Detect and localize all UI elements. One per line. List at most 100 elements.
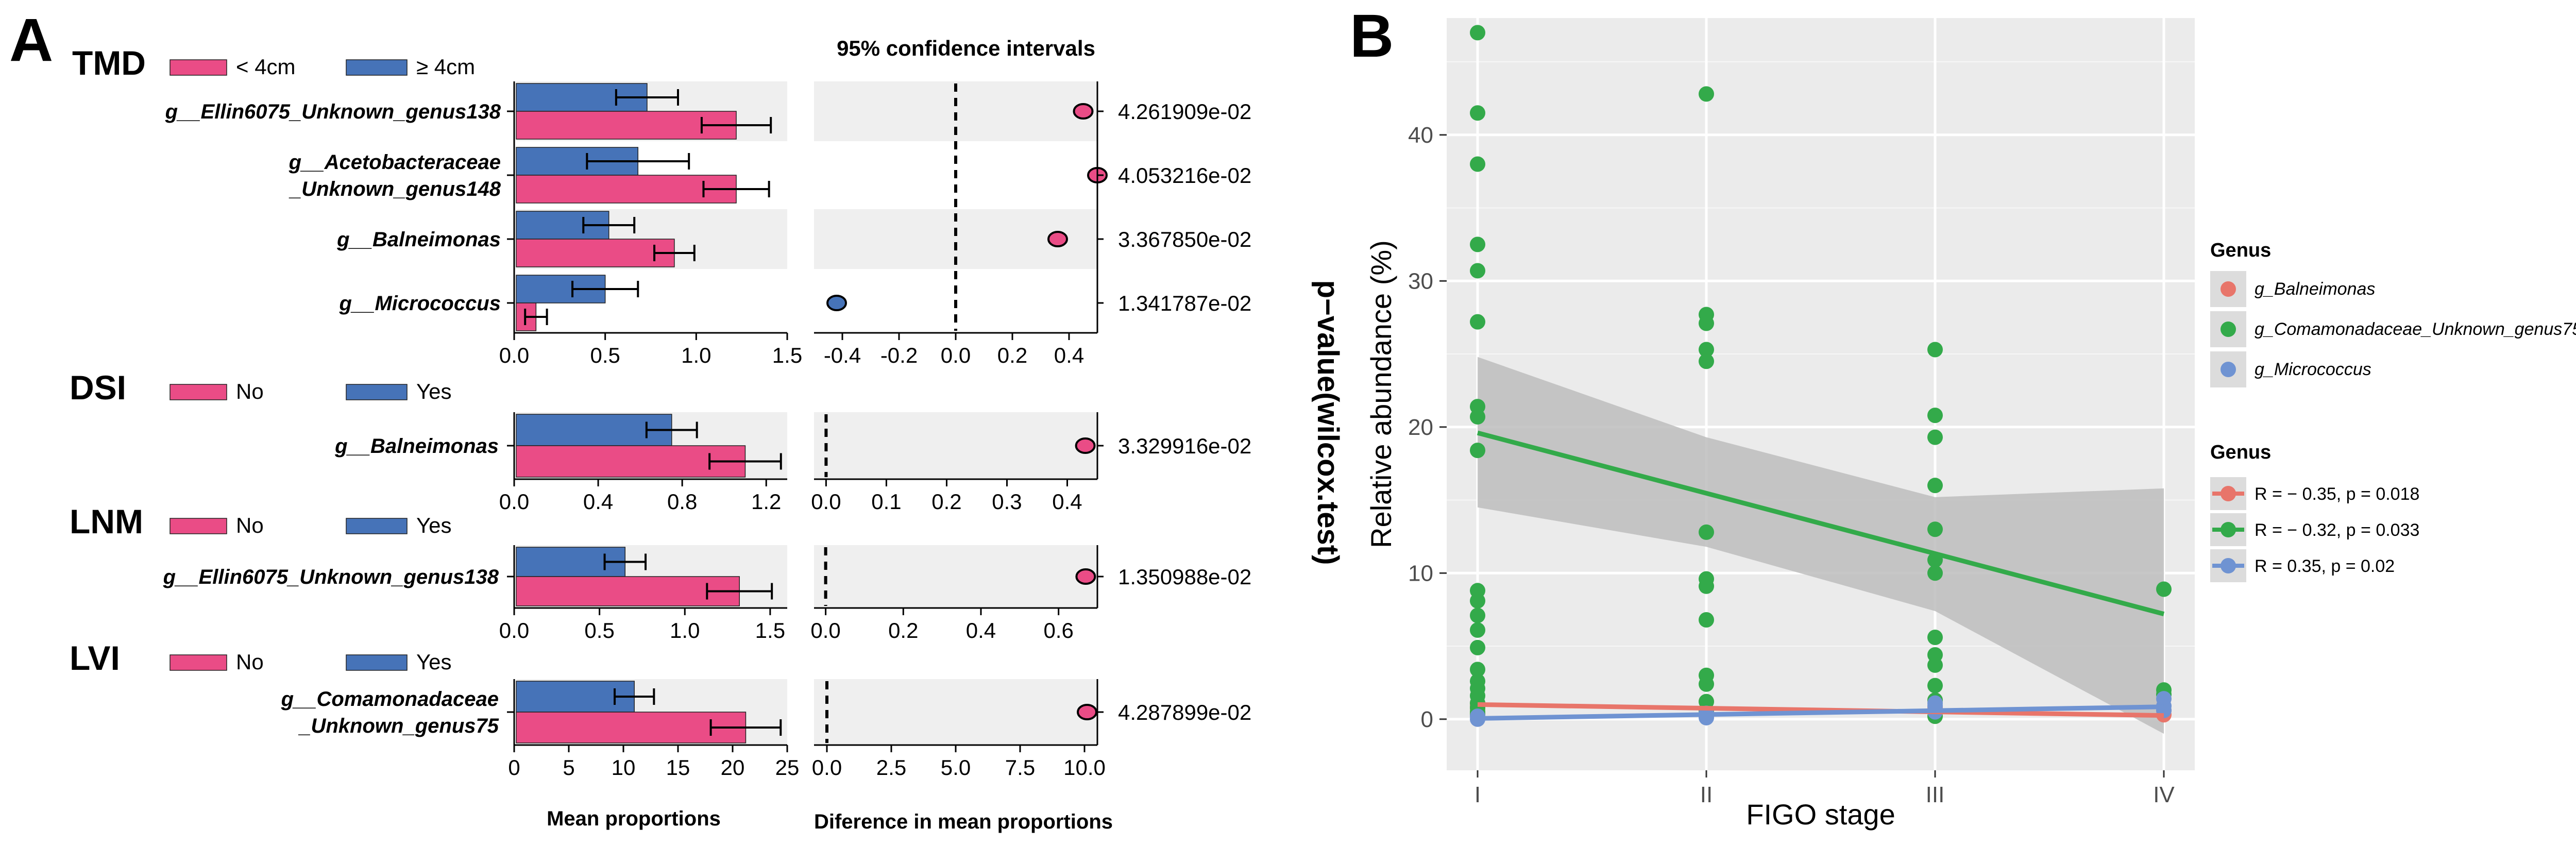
legend-label: ≥ 4cm: [416, 55, 475, 79]
x-tick-label: 10: [612, 755, 636, 780]
bar-pink: [516, 576, 740, 606]
x-tick-label: 1.5: [755, 618, 785, 643]
category-label: g__Ellin6075_Unknown_genus138: [165, 100, 501, 123]
x-tick-label: 0.0: [499, 343, 529, 367]
legend-key-point: [2221, 281, 2236, 297]
x-tick-label: III: [1926, 782, 1945, 807]
regression-line: [1477, 430, 2165, 617]
pvalue-label: 4.287899e-02: [1118, 700, 1251, 724]
legend-label: No: [236, 513, 264, 537]
category-label: g__Ellin6075_Unknown_genus138: [163, 566, 499, 588]
ci-x-tick-label: 0.0: [810, 618, 840, 643]
x-tick-label: 0.0: [499, 618, 529, 643]
category-label: g__Acetobacteraceae _Unknown_genus148: [289, 151, 501, 200]
legend-label: Yes: [416, 379, 452, 403]
ci-point: [826, 295, 847, 311]
ci-x-tick-label: 0.0: [812, 755, 842, 780]
data-point: [1927, 657, 1943, 673]
group-title: LNM: [70, 502, 143, 540]
legend-swatch-blue: [346, 518, 408, 534]
legend-label: No: [236, 379, 264, 403]
data-point: [1470, 622, 1485, 638]
x-tick-label: 0.0: [499, 489, 529, 514]
data-point: [1470, 25, 1485, 41]
pvalue-label: 4.053216e-02: [1118, 163, 1251, 188]
ci-title: 95% confidence intervals: [837, 36, 1095, 60]
data-point: [1470, 409, 1485, 425]
group-title: LVI: [70, 639, 120, 677]
ci-x-tick-label: 5.0: [941, 755, 971, 780]
data-point: [2156, 691, 2172, 707]
x-tick-label: 20: [721, 755, 745, 780]
legend-title-1: Genus: [2210, 240, 2271, 261]
x-tick-label: 1.2: [751, 489, 781, 514]
data-point: [1927, 478, 1943, 494]
x-tick-label: 25: [775, 755, 800, 780]
data-point: [1699, 524, 1714, 540]
ci-point: [1073, 103, 1094, 120]
group-title: DSI: [70, 368, 126, 407]
ci-row-stripe: [814, 545, 1097, 608]
category-label: g__Balneimonas: [334, 435, 499, 458]
legend-stat-label: R = − 0.35, p = 0.018: [2255, 484, 2419, 504]
mean-proportions-title: Mean proportions: [547, 807, 721, 830]
ci-row-stripe: [814, 412, 1097, 479]
legend-swatch-blue: [346, 384, 408, 400]
x-tick-label: IV: [2153, 782, 2175, 807]
legend-genus-label: g_Micrococcus: [2255, 360, 2371, 379]
data-point: [1699, 86, 1714, 102]
ci-x-tick-label: 7.5: [1005, 755, 1035, 780]
x-tick-label: 1.0: [670, 618, 700, 643]
x-tick-label: I: [1475, 782, 1481, 807]
ci-point: [1047, 231, 1068, 247]
ci-x-tick-label: 0.4: [1054, 343, 1084, 367]
data-point: [1927, 521, 1943, 537]
x-tick-label: 0.4: [583, 489, 613, 514]
ci-row-stripe: [814, 679, 1097, 745]
panel-a: A TMD < 4cm ≥ 4cm g__Ellin6075_Unknown_genus…: [9, 6, 1345, 833]
x-tick-label: II: [1700, 782, 1713, 807]
pvalue-label: 3.367850e-02: [1118, 227, 1251, 251]
ci-x-tick-label: -0.4: [824, 343, 861, 367]
pvalue-axis-title: p−value(wilcox.test): [1311, 280, 1345, 565]
legend-genus-label: g_Balneimonas: [2255, 279, 2375, 299]
data-point: [1927, 695, 1943, 711]
legend-title-2: Genus: [2210, 442, 2271, 463]
category-label: g__Micrococcus: [339, 292, 501, 315]
x-tick-label: 0: [508, 755, 520, 780]
panel-letter-b: B: [1350, 2, 1394, 70]
data-point: [1470, 443, 1485, 459]
bar-pink: [516, 239, 675, 267]
diff-proportions-title: Diference in mean proportions: [814, 810, 1113, 833]
ci-x-tick-label: 0.4: [1052, 489, 1082, 514]
x-tick-label: 5: [563, 755, 574, 780]
data-point: [1699, 342, 1714, 358]
legend-key-point: [2221, 522, 2236, 537]
ci-x-tick-label: 0.2: [997, 343, 1027, 367]
data-point: [1699, 315, 1714, 331]
group-title: TMD: [72, 44, 146, 82]
ci-x-tick-label: 0.6: [1043, 618, 1073, 643]
regression-line: [1477, 702, 2164, 718]
data-point: [1470, 607, 1485, 623]
pvalue-label: 4.261909e-02: [1118, 99, 1251, 124]
x-tick-label: 0.5: [590, 343, 620, 367]
legend-swatch-blue: [346, 59, 408, 76]
data-point: [1699, 353, 1714, 369]
ci-x-tick-label: 0.0: [811, 489, 841, 514]
legend-label: < 4cm: [236, 55, 296, 79]
data-point: [1927, 429, 1943, 445]
pvalue-label: 1.341787e-02: [1118, 291, 1251, 315]
y-tick-label: 0: [1421, 707, 1433, 732]
data-point: [1470, 593, 1485, 609]
chart-group-lnm: LNM No Yes g__Ellin6075_Unknown_genus138 1.3…: [70, 502, 1251, 643]
legend-key-point: [2221, 486, 2236, 501]
series-g_Comamonadaceae_Unknown_genus75: [1470, 25, 2172, 724]
category-label: g__Comamonadaceae _Unknown_genus75: [281, 688, 499, 737]
legend-key-point: [2221, 322, 2236, 337]
ci-point: [1075, 437, 1096, 454]
x-tick-label: 1.0: [681, 343, 711, 367]
bar-pink: [516, 712, 747, 743]
ci-point: [1077, 704, 1097, 720]
